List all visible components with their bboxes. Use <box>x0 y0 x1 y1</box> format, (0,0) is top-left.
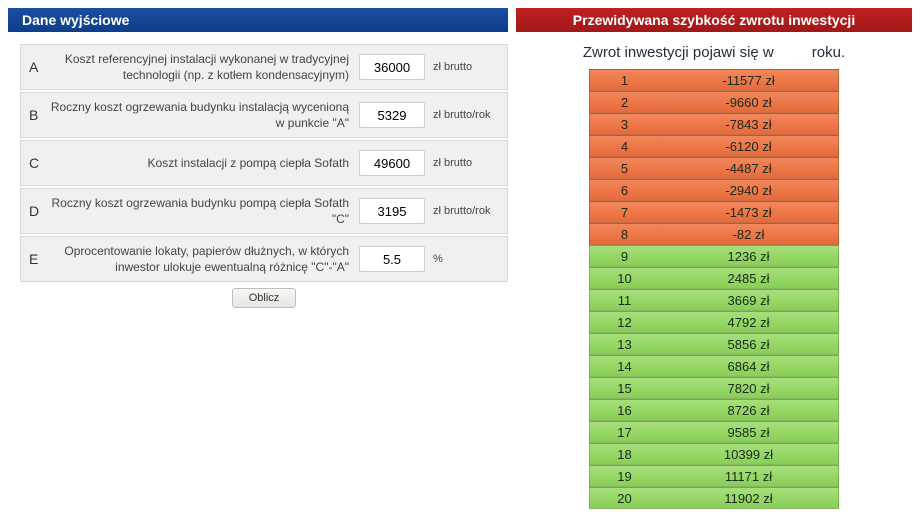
year-cell: 18 <box>589 443 659 465</box>
year-cell: 19 <box>589 465 659 487</box>
row-description: Roczny koszt ogrzewania budynku pompą ci… <box>49 195 357 227</box>
row-unit: % <box>427 253 501 265</box>
value-cell: 9585 zł <box>659 421 839 443</box>
table-row: 8-82 zł <box>589 223 839 245</box>
value-cell: -7843 zł <box>659 113 839 135</box>
value-cell: 6864 zł <box>659 355 839 377</box>
row-letter: B <box>27 107 49 123</box>
input-row-b: BRoczny koszt ogrzewania budynku instala… <box>20 92 508 138</box>
table-row: 124792 zł <box>589 311 839 333</box>
input-panel: Dane wyjściowe AKoszt referencyjnej inst… <box>8 8 508 314</box>
row-unit: zł brutto/rok <box>427 205 501 217</box>
year-cell: 11 <box>589 289 659 311</box>
input-panel-header: Dane wyjściowe <box>8 8 508 32</box>
table-row: 157820 zł <box>589 377 839 399</box>
year-cell: 17 <box>589 421 659 443</box>
return-sentence-suffix: roku. <box>812 44 845 61</box>
table-row: 6-2940 zł <box>589 179 839 201</box>
year-cell: 1 <box>589 69 659 91</box>
table-row: 91236 zł <box>589 245 839 267</box>
value-cell: 1236 zł <box>659 245 839 267</box>
row-unit: zł brutto <box>427 157 501 169</box>
value-cell: -82 zł <box>659 223 839 245</box>
year-cell: 7 <box>589 201 659 223</box>
year-cell: 10 <box>589 267 659 289</box>
table-row: 168726 zł <box>589 399 839 421</box>
results-panel: Przewidywana szybkość zwrotu inwestycji … <box>516 8 912 509</box>
value-cell: 4792 zł <box>659 311 839 333</box>
value-cell: 3669 zł <box>659 289 839 311</box>
year-cell: 5 <box>589 157 659 179</box>
return-sentence: Zwrot inwestycji pojawi się w roku. <box>516 44 912 61</box>
year-cell: 3 <box>589 113 659 135</box>
value-cell: 7820 zł <box>659 377 839 399</box>
input-b[interactable] <box>359 102 425 128</box>
table-row: 4-6120 zł <box>589 135 839 157</box>
year-cell: 4 <box>589 135 659 157</box>
input-e[interactable] <box>359 246 425 272</box>
table-row: 113669 zł <box>589 289 839 311</box>
value-cell: -11577 zł <box>659 69 839 91</box>
table-row: 3-7843 zł <box>589 113 839 135</box>
row-description: Koszt instalacji z pompą ciepła Sofath <box>49 155 357 171</box>
table-row: 7-1473 zł <box>589 201 839 223</box>
year-cell: 14 <box>589 355 659 377</box>
table-row: 102485 zł <box>589 267 839 289</box>
year-cell: 12 <box>589 311 659 333</box>
value-cell: -1473 zł <box>659 201 839 223</box>
table-row: 2-9660 zł <box>589 91 839 113</box>
table-row: 1911171 zł <box>589 465 839 487</box>
row-description: Koszt referencyjnej instalacji wykonanej… <box>49 51 357 83</box>
input-c[interactable] <box>359 150 425 176</box>
value-cell: -4487 zł <box>659 157 839 179</box>
table-row: 1-11577 zł <box>589 69 839 91</box>
input-row-e: EOprocentowanie lokaty, papierów dłużnyc… <box>20 236 508 282</box>
row-description: Roczny koszt ogrzewania budynku instalac… <box>49 99 357 131</box>
year-cell: 13 <box>589 333 659 355</box>
row-unit: zł brutto/rok <box>427 109 501 121</box>
year-cell: 8 <box>589 223 659 245</box>
input-row-a: AKoszt referencyjnej instalacji wykonane… <box>20 44 508 90</box>
input-row-c: CKoszt instalacji z pompą ciepła Sofath z… <box>20 140 508 186</box>
row-unit: zł brutto <box>427 61 501 73</box>
return-table: 1-11577 zł2-9660 zł3-7843 zł4-6120 zł5-4… <box>589 69 839 509</box>
row-description: Oprocentowanie lokaty, papierów dłużnych… <box>49 243 357 275</box>
table-row: 146864 zł <box>589 355 839 377</box>
value-cell: 11171 zł <box>659 465 839 487</box>
value-cell: 10399 zł <box>659 443 839 465</box>
value-cell: -6120 zł <box>659 135 839 157</box>
calculate-button[interactable]: Oblicz <box>232 288 296 308</box>
table-row: 135856 zł <box>589 333 839 355</box>
row-letter: C <box>27 155 49 171</box>
results-panel-header: Przewidywana szybkość zwrotu inwestycji <box>516 8 912 32</box>
value-cell: 11902 zł <box>659 487 839 509</box>
value-cell: 2485 zł <box>659 267 839 289</box>
year-cell: 20 <box>589 487 659 509</box>
input-d[interactable] <box>359 198 425 224</box>
year-cell: 9 <box>589 245 659 267</box>
year-cell: 16 <box>589 399 659 421</box>
value-cell: 5856 zł <box>659 333 839 355</box>
value-cell: -9660 zł <box>659 91 839 113</box>
row-letter: E <box>27 251 49 267</box>
return-sentence-prefix: Zwrot inwestycji pojawi się w <box>583 44 774 61</box>
table-row: 2011902 zł <box>589 487 839 509</box>
input-row-d: DRoczny koszt ogrzewania budynku pompą c… <box>20 188 508 234</box>
table-row: 1810399 zł <box>589 443 839 465</box>
row-letter: D <box>27 203 49 219</box>
table-row: 179585 zł <box>589 421 839 443</box>
year-cell: 15 <box>589 377 659 399</box>
table-row: 5-4487 zł <box>589 157 839 179</box>
row-letter: A <box>27 59 49 75</box>
input-a[interactable] <box>359 54 425 80</box>
value-cell: 8726 zł <box>659 399 839 421</box>
year-cell: 2 <box>589 91 659 113</box>
year-cell: 6 <box>589 179 659 201</box>
value-cell: -2940 zł <box>659 179 839 201</box>
